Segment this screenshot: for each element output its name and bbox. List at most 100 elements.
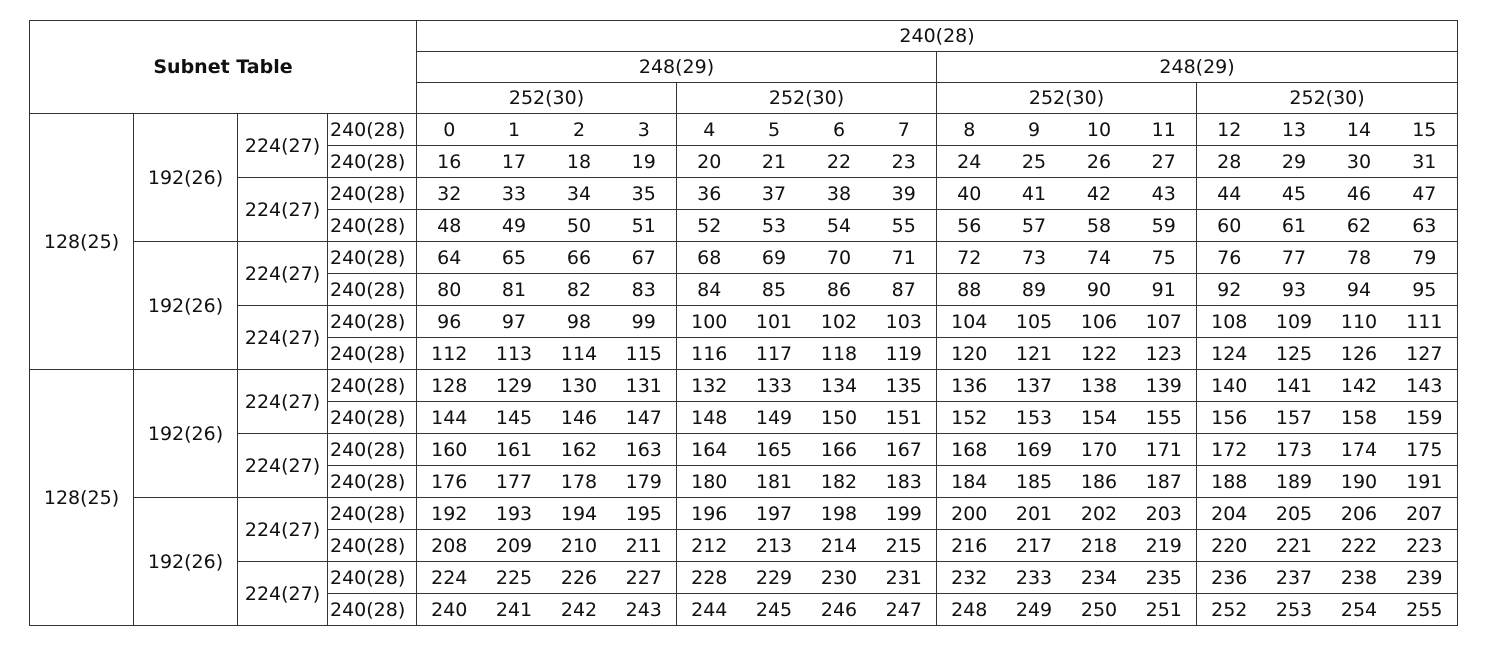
subnet-value-cell: 117	[741, 337, 807, 370]
subnet-value-cell: 216	[936, 529, 1002, 562]
subnet-value-cell: 128	[416, 369, 482, 402]
subnet-value-cell: 130	[546, 369, 612, 402]
subnet-value-cell: 182	[806, 465, 872, 498]
row-label-mask-28: 240(28)	[326, 273, 418, 306]
subnet-value-cell: 140	[1196, 369, 1262, 402]
subnet-value-cell: 101	[741, 305, 807, 338]
row-label-mask-28: 240(28)	[326, 497, 418, 530]
subnet-value-cell: 209	[481, 529, 547, 562]
subnet-value-cell: 138	[1066, 369, 1132, 402]
subnet-value-cell: 4	[676, 113, 742, 146]
header-mask-29: 248(29)	[936, 51, 1459, 83]
subnet-value-cell: 31	[1391, 145, 1459, 178]
subnet-value-cell: 220	[1196, 529, 1262, 562]
subnet-value-cell: 28	[1196, 145, 1262, 178]
subnet-value-cell: 213	[741, 529, 807, 562]
subnet-value-cell: 116	[676, 337, 742, 370]
subnet-value-cell: 144	[416, 401, 482, 434]
subnet-value-cell: 122	[1066, 337, 1132, 370]
subnet-value-cell: 80	[416, 273, 482, 306]
subnet-value-cell: 255	[1391, 593, 1459, 626]
subnet-value-cell: 227	[611, 561, 678, 594]
subnet-value-cell: 243	[611, 593, 678, 626]
subnet-value-cell: 29	[1261, 145, 1327, 178]
row-label-mask-28: 240(28)	[326, 561, 418, 594]
subnet-value-cell: 244	[676, 593, 742, 626]
subnet-value-cell: 36	[676, 177, 742, 210]
subnet-value-cell: 123	[1131, 337, 1198, 370]
subnet-value-cell: 214	[806, 529, 872, 562]
subnet-value-cell: 235	[1131, 561, 1198, 594]
subnet-value-cell: 246	[806, 593, 872, 626]
row-label-mask-28: 240(28)	[326, 401, 418, 434]
subnet-value-cell: 237	[1261, 561, 1327, 594]
subnet-value-cell: 247	[871, 593, 938, 626]
subnet-value-cell: 225	[481, 561, 547, 594]
subnet-value-cell: 170	[1066, 433, 1132, 466]
subnet-value-cell: 169	[1001, 433, 1067, 466]
subnet-value-cell: 106	[1066, 305, 1132, 338]
subnet-value-cell: 53	[741, 209, 807, 242]
table-row: 224(27) 240(28) 224 225 226 227 228 229 230 231 23…	[30, 561, 1459, 626]
subnet-value-cell: 219	[1131, 529, 1198, 562]
subnet-value-cell: 114	[546, 337, 612, 370]
row-label-mask-28: 240(28)	[326, 433, 418, 466]
subnet-value-cell: 151	[871, 401, 938, 434]
subnet-value-cell: 202	[1066, 497, 1132, 530]
row-label-mask-26: 192(26)	[133, 497, 238, 626]
row-label-mask-27: 224(27)	[237, 369, 328, 434]
subnet-value-cell: 105	[1001, 305, 1067, 338]
subnet-value-cell: 33	[481, 177, 547, 210]
subnet-value-cell: 119	[871, 337, 938, 370]
row-label-mask-26: 192(26)	[133, 113, 238, 242]
subnet-value-cell: 234	[1066, 561, 1132, 594]
subnet-value-cell: 37	[741, 177, 807, 210]
subnet-value-cell: 174	[1326, 433, 1392, 466]
subnet-value-cell: 199	[871, 497, 938, 530]
header-mask-28: 240(28)	[416, 20, 1459, 52]
row-label-mask-26: 192(26)	[133, 241, 238, 370]
table-title: Subnet Table	[28, 20, 418, 114]
subnet-value-cell: 76	[1196, 241, 1262, 274]
subnet-value-cell: 17	[481, 145, 547, 178]
table-row: 128(25) 192(26) 224(27) 240(28) 0 1 2 3 4 5 6 7 8 9 10…	[29, 113, 1459, 370]
subnet-value-cell: 242	[546, 593, 612, 626]
subnet-value-cell: 165	[741, 433, 807, 466]
subnet-value-cell: 191	[1391, 465, 1459, 498]
subnet-value-cell: 218	[1066, 529, 1132, 562]
subnet-value-cell: 74	[1066, 241, 1132, 274]
subnet-value-cell: 18	[546, 145, 612, 178]
subnet-value-cell: 115	[611, 337, 678, 370]
subnet-value-cell: 112	[416, 337, 482, 370]
subnet-value-cell: 184	[936, 465, 1002, 498]
subnet-value-cell: 135	[871, 369, 938, 402]
subnet-value-cell: 59	[1131, 209, 1198, 242]
subnet-value-cell: 44	[1196, 177, 1262, 210]
subnet-value-cell: 141	[1261, 369, 1327, 402]
subnet-value-cell: 73	[1001, 241, 1067, 274]
subnet-value-cell: 86	[806, 273, 872, 306]
subnet-value-cell: 108	[1196, 305, 1262, 338]
subnet-value-cell: 132	[676, 369, 742, 402]
subnet-value-cell: 61	[1261, 209, 1327, 242]
subnet-value-cell: 145	[481, 401, 547, 434]
subnet-value-cell: 93	[1261, 273, 1327, 306]
subnet-value-cell: 252	[1196, 593, 1262, 626]
subnet-value-cell: 103	[871, 305, 938, 338]
subnet-value-cell: 97	[481, 305, 547, 338]
subnet-value-cell: 228	[676, 561, 742, 594]
subnet-value-cell: 187	[1131, 465, 1198, 498]
subnet-value-cell: 232	[936, 561, 1002, 594]
table-row: 192(26) 224(27) 240(28) 64 65 66 67 68 69 70 71 72 7…	[30, 241, 1459, 370]
subnet-value-cell: 25	[1001, 145, 1067, 178]
subnet-value-cell: 94	[1326, 273, 1392, 306]
subnet-value-cell: 64	[416, 241, 482, 274]
subnet-value-cell: 175	[1391, 433, 1459, 466]
subnet-value-cell: 58	[1066, 209, 1132, 242]
subnet-value-cell: 95	[1391, 273, 1459, 306]
subnet-value-cell: 15	[1391, 113, 1459, 146]
subnet-value-cell: 231	[871, 561, 938, 594]
subnet-value-cell: 12	[1196, 113, 1262, 146]
subnet-value-cell: 11	[1131, 113, 1198, 146]
subnet-value-cell: 163	[611, 433, 678, 466]
